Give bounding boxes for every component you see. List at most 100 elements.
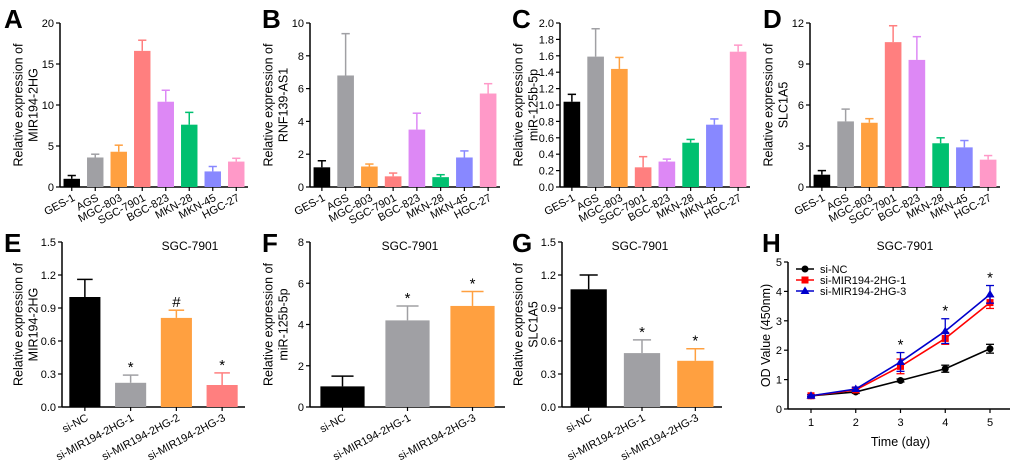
y-tick-label: 0.3 — [541, 369, 556, 381]
significance-mark: # — [172, 294, 181, 311]
bar-si-NC — [69, 297, 101, 407]
legend-item: si-MIR194-2HG-1 — [796, 275, 906, 287]
y-tick-label: 1.6 — [539, 51, 554, 63]
bar-SGC-7901 — [134, 50, 151, 187]
y-tick-label: 1.5 — [41, 237, 56, 249]
bar-GES-1 — [63, 178, 80, 187]
panel-F: F SGC-7901 Relative expression of miR-125b-… — [262, 228, 505, 463]
legend-item: si-MIR194-2HG-3 — [796, 286, 906, 298]
bar-BGC-823 — [408, 129, 426, 187]
data-point — [806, 391, 816, 399]
bar-MKN-28 — [432, 177, 449, 187]
data-point — [941, 365, 949, 373]
y-tick-label: 0.0 — [541, 402, 556, 414]
x-tick-label: 4 — [942, 417, 948, 429]
panel-H: H SGC-7901 OD Value (450nm) 0 1 2 3 4 5 1 2 3 4 5 Time… — [759, 228, 1010, 449]
y-tick-label: 0 — [798, 182, 804, 194]
legend-label: si-NC — [820, 264, 848, 276]
bar-MKN-45 — [956, 147, 973, 187]
series-si-MIR194-2HG-3 — [806, 284, 995, 399]
y-tick-label: 10 — [42, 100, 54, 112]
significance-mark: * — [942, 303, 948, 320]
panel-A: A Relative expression of MIR194-2HG 0 5 10 15 2… — [4, 4, 248, 227]
y-axis-label: miR-125b-5p — [527, 69, 541, 141]
y-axis-label: Relative expression of — [262, 262, 276, 386]
data-point — [801, 276, 809, 284]
panel-letter: E — [4, 228, 21, 258]
y-tick-label: 5 — [776, 257, 782, 269]
x-tick-label: si-MIR194-2HG-3 — [146, 412, 228, 463]
y-axis-label: Relative expression of — [12, 43, 26, 167]
panel-letter: B — [262, 4, 281, 34]
significance-mark: * — [219, 357, 225, 374]
significance-mark: * — [692, 333, 698, 350]
y-tick-label: 2 — [298, 149, 304, 161]
bar-HGC-27 — [729, 51, 747, 188]
y-tick-label: 10 — [292, 18, 304, 30]
series-si-NC — [807, 343, 994, 400]
y-tick-label: 5 — [48, 141, 54, 153]
legend-item: si-NC — [796, 264, 848, 276]
y-axis-label: Relative expression of — [262, 43, 276, 167]
y-tick-label: 0.3 — [41, 369, 56, 381]
data-point — [986, 345, 994, 353]
y-tick-label: 8 — [298, 237, 304, 249]
bar-MKN-45 — [456, 157, 473, 187]
panel-letter: A — [4, 4, 23, 34]
y-tick-label: 6 — [798, 100, 804, 112]
y-tick-label: 3 — [776, 316, 782, 328]
y-tick-label: 1.2 — [41, 270, 56, 282]
legend-label: si-MIR194-2HG-1 — [820, 275, 906, 287]
y-tick-label: 1.4 — [539, 67, 554, 79]
y-tick-label: 4 — [776, 286, 782, 298]
significance-mark: * — [470, 276, 476, 293]
bar-AGS — [837, 121, 854, 187]
panel-B: B Relative expression of RNF139-AS1 0 2 4 6 8 10… — [262, 4, 500, 227]
bar-si-MIR194-2HG-1 — [385, 320, 430, 407]
y-tick-label: 4 — [298, 116, 304, 128]
y-tick-label: 0.6 — [539, 133, 554, 145]
x-tick-label: GES-1 — [542, 192, 577, 218]
x-tick-label: 3 — [897, 417, 903, 429]
bar-SGC-7901 — [634, 167, 652, 187]
panel-letter: G — [512, 228, 532, 258]
x-tick-label: GES-1 — [792, 192, 827, 218]
panel-E: E SGC-7901 Relative expression of MIR194-2H… — [4, 228, 245, 463]
x-tick-label: si-NC — [564, 412, 594, 436]
bar-HGC-27 — [228, 161, 245, 187]
bar-SGC-7901 — [884, 42, 902, 188]
y-tick-label: 6 — [298, 278, 304, 290]
chart-title: SGC-7901 — [382, 239, 439, 253]
data-point — [897, 376, 904, 384]
bar-MKN-45 — [706, 124, 723, 187]
x-tick-label: GES-1 — [42, 192, 77, 218]
x-tick-label: si-NC — [60, 412, 90, 436]
bar-HGC-27 — [479, 93, 497, 187]
bar-si-MIR194-2HG-3 — [450, 305, 495, 407]
y-tick-label: 0.6 — [541, 336, 556, 348]
data-point — [985, 289, 995, 298]
y-tick-label: 0 — [776, 404, 782, 416]
y-axis-label: RNF139-AS1 — [277, 68, 291, 142]
x-tick-label: GES-1 — [292, 192, 327, 218]
chart-title: SGC-7901 — [877, 239, 934, 253]
x-tick-label: si-MIR194-2HG-2 — [100, 412, 182, 463]
bar-SGC-7901 — [384, 176, 402, 187]
y-axis-label: Relative expression of — [512, 43, 526, 167]
bar-HGC-27 — [979, 159, 997, 187]
y-tick-label: 9 — [798, 59, 804, 71]
y-tick-label: 0.4 — [539, 149, 554, 161]
data-point — [940, 326, 950, 335]
y-tick-label: 15 — [42, 59, 54, 71]
bar-si-NC — [320, 386, 365, 407]
y-tick-label: 2 — [298, 361, 304, 373]
bar-GES-1 — [563, 101, 581, 187]
y-tick-label: 6 — [298, 84, 304, 96]
bar-si-MIR194-2HG-2 — [160, 317, 192, 407]
bar-GES-1 — [313, 167, 331, 187]
y-tick-label: 1.2 — [539, 84, 554, 96]
bar-AGS — [87, 157, 104, 187]
y-tick-label: 0.2 — [539, 166, 554, 178]
y-axis-label: MIR194-2HG — [27, 288, 41, 362]
chart-title: SGC-7901 — [162, 239, 219, 253]
